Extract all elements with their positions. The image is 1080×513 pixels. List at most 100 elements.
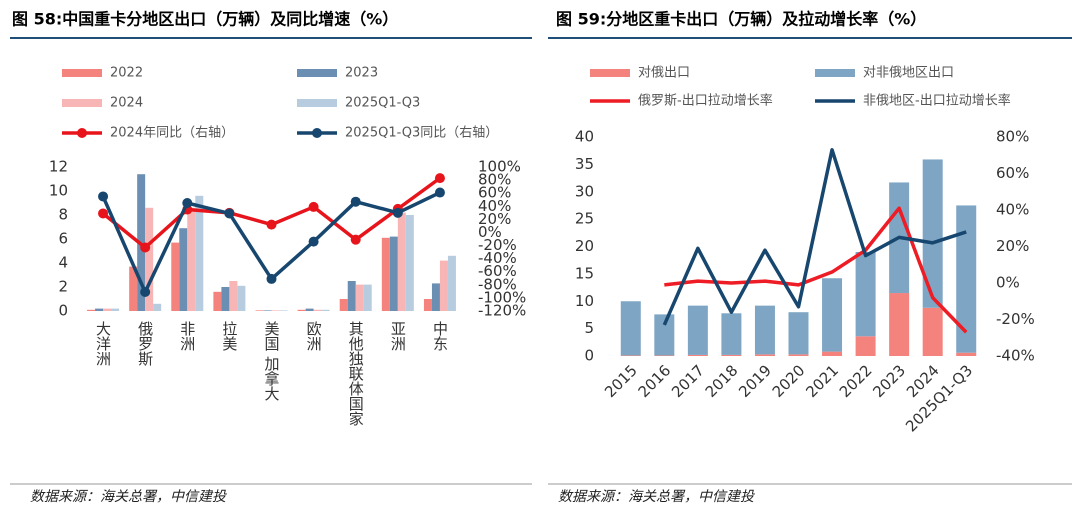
bar — [171, 242, 180, 311]
y-tick-label: 4 — [58, 254, 68, 272]
bar — [187, 207, 196, 311]
legend-label: 俄罗斯-出口拉动增长率 — [638, 93, 773, 109]
legend-swatch — [297, 69, 337, 77]
x-tick-label: 大洋洲 — [94, 321, 112, 366]
bar — [145, 207, 154, 311]
bar — [129, 266, 138, 311]
y2-tick-label: -120% — [478, 302, 526, 320]
legend-swatch — [312, 128, 322, 138]
source-note: 数据来源：海关总署，中信建投 — [30, 489, 228, 505]
legend-label: 2023 — [345, 66, 378, 81]
bar — [297, 309, 306, 311]
line-marker — [434, 187, 445, 198]
y-tick-label: 20 — [575, 237, 594, 255]
x-tick-label: 非洲 — [178, 321, 196, 351]
bar — [431, 283, 440, 311]
y-tick-label: 6 — [58, 230, 68, 248]
legend-label: 非俄地区-出口拉动增长率 — [863, 93, 1011, 109]
legend-label: 2024年同比（右轴） — [110, 126, 234, 141]
bar — [654, 314, 675, 356]
bar — [788, 354, 809, 356]
legend-label: 对非俄地区出口 — [863, 66, 954, 81]
y2-tick-label: 20% — [996, 237, 1029, 255]
x-tick-label: 中东 — [431, 321, 449, 351]
y2-tick-label: 0% — [996, 274, 1020, 292]
line — [101, 176, 441, 250]
bar — [822, 278, 843, 352]
line-marker — [182, 198, 193, 208]
y-tick-label: 8 — [58, 206, 68, 224]
bar — [439, 260, 448, 311]
line-marker — [434, 173, 445, 184]
y-tick-label: 10 — [575, 292, 594, 310]
legend-swatch — [77, 128, 87, 138]
y-tick-label: 40 — [575, 128, 594, 146]
x-tick-label: 俄罗斯 — [136, 321, 154, 367]
bar — [179, 228, 188, 311]
bar — [237, 285, 246, 311]
legend-swatch — [62, 99, 102, 107]
bar — [339, 299, 348, 311]
bar — [687, 305, 708, 355]
bar — [687, 354, 708, 356]
y2-tick-label: 40% — [996, 201, 1029, 219]
y2-tick-label: 0% — [478, 223, 502, 241]
bar — [271, 310, 280, 311]
bar — [754, 305, 775, 355]
bar — [355, 284, 364, 311]
x-tick-label: 2023 — [869, 361, 909, 401]
bar — [363, 284, 372, 311]
y-tick-label: 2 — [58, 278, 68, 296]
bar — [405, 215, 414, 311]
y2-tick-label: -20% — [478, 236, 517, 254]
legend-label: 2025Q1-Q3同比（右轴） — [345, 126, 498, 141]
y2-tick-label: -40% — [996, 347, 1035, 365]
chart-title: 图 58:中国重卡分地区出口（万辆）及同比增速（%） — [12, 10, 398, 29]
y-tick-label: 30 — [575, 182, 594, 200]
y-tick-label: 25 — [575, 210, 594, 228]
legend-label: 对俄出口 — [638, 66, 690, 81]
y-tick-label: 0 — [584, 347, 594, 365]
bar — [321, 309, 330, 311]
bar — [822, 351, 843, 356]
bar — [103, 308, 112, 311]
bar — [397, 212, 406, 311]
bar — [87, 309, 96, 311]
legend-label: 2022 — [110, 66, 143, 81]
legend-label: 2025Q1-Q3 — [345, 96, 420, 111]
y-tick-label: 0 — [58, 302, 68, 320]
line-marker — [140, 287, 151, 298]
bar — [620, 355, 641, 356]
y-tick-label: 5 — [584, 319, 594, 337]
bar — [447, 255, 456, 311]
bar — [305, 308, 314, 311]
x-tick-label: 2016 — [635, 361, 675, 401]
legend-swatch — [297, 99, 337, 107]
x-tick-label: 2020 — [769, 361, 809, 401]
bar — [263, 310, 272, 311]
line-marker — [350, 196, 361, 207]
x-tick-label: 美国 加拿大 — [263, 321, 281, 401]
bar — [855, 336, 876, 356]
x-tick-label: 欧洲 — [305, 321, 323, 351]
x-tick-label: 2019 — [735, 361, 775, 401]
line-marker — [140, 242, 151, 253]
line-marker — [98, 191, 109, 202]
bar — [721, 313, 742, 355]
bar — [279, 310, 288, 311]
x-tick-label: 2015 — [601, 361, 641, 401]
x-tick-label: 2021 — [802, 361, 842, 401]
bar — [153, 303, 162, 311]
y2-tick-label: 40% — [478, 197, 511, 215]
bar — [195, 195, 204, 311]
bar — [389, 236, 398, 311]
y-tick-label: 12 — [49, 158, 68, 176]
line-marker — [266, 273, 277, 284]
y2-tick-label: -80% — [478, 275, 517, 293]
y2-tick-label: 60% — [996, 164, 1029, 182]
bar — [381, 237, 390, 311]
y2-tick-label: 80% — [478, 171, 511, 189]
line-marker — [350, 234, 361, 245]
line-marker — [98, 208, 109, 219]
y2-tick-label: -100% — [478, 288, 526, 306]
